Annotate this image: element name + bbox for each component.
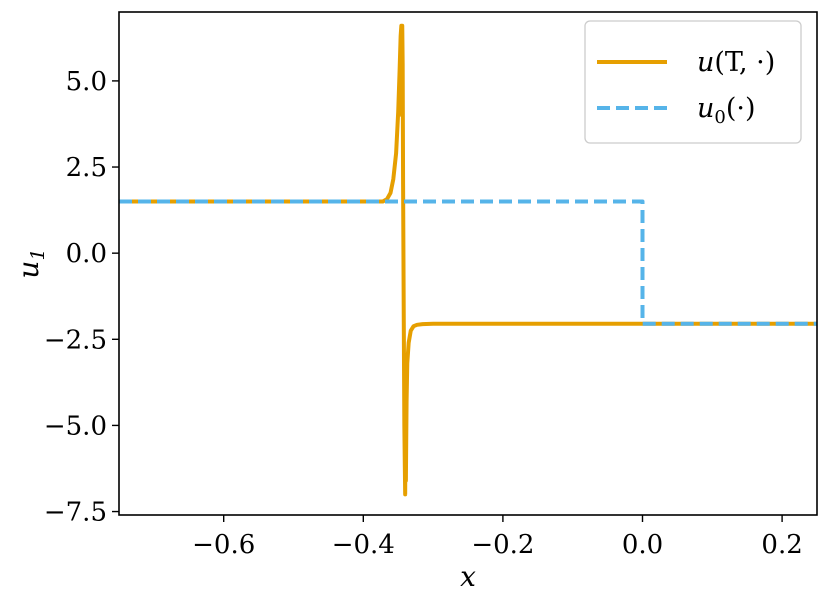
series-layer <box>119 23 817 497</box>
x-tick-label: −0.2 <box>471 530 534 560</box>
legend-label-u0-args: (·) <box>726 93 756 124</box>
legend-label-u-T-base: u <box>697 47 714 78</box>
legend-label-u-T-args: (T, ·) <box>714 47 775 78</box>
series-line-u0 <box>119 199 817 326</box>
x-tick-label: 0.0 <box>622 530 663 560</box>
legend: u(T, ·) u0(·) <box>584 20 802 144</box>
legend-box <box>584 20 802 144</box>
legend-label-u0-sub: 0 <box>714 107 725 128</box>
y-tick-label: −2.5 <box>44 325 107 355</box>
legend-label-u-T: u(T, ·) <box>697 47 775 78</box>
x-tick-label: −0.4 <box>332 530 395 560</box>
y-tick-label: 0.0 <box>66 239 107 269</box>
x-axis: −0.6 −0.4 −0.2 0.0 0.2 <box>192 515 803 560</box>
x-tick-label: 0.2 <box>761 530 802 560</box>
y-axis-label-base: u <box>12 261 45 279</box>
y-tick-label: 2.5 <box>66 153 107 183</box>
y-axis: 5.0 2.5 0.0 −2.5 −5.0 −7.5 <box>44 67 119 528</box>
y-tick-label: −7.5 <box>44 498 107 528</box>
series-line-u-T <box>119 23 817 497</box>
y-axis-label-sub: 1 <box>27 248 49 260</box>
plot-frame <box>118 11 818 516</box>
y-tick-label: −5.0 <box>44 411 107 441</box>
x-tick-label: −0.6 <box>192 530 255 560</box>
legend-label-u0-base: u <box>697 93 714 124</box>
y-tick-label: 5.0 <box>66 67 107 97</box>
x-axis-label: x <box>460 560 476 593</box>
y-axis-label: u1 <box>12 248 49 278</box>
legend-label-u0: u0(·) <box>697 93 756 128</box>
